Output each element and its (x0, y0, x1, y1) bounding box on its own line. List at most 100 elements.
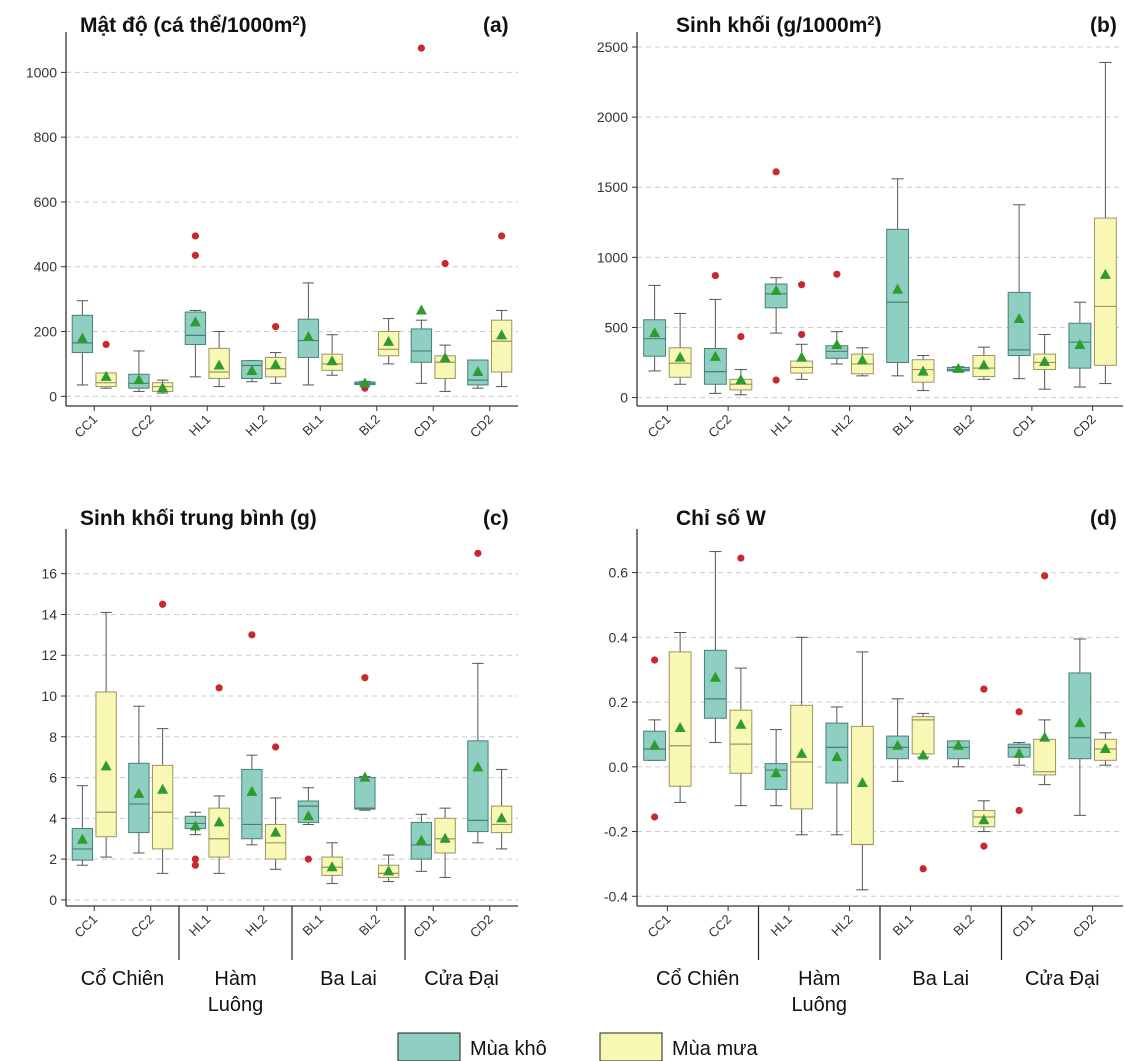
box-iqr (71, 828, 94, 861)
x-tick-label-cc2: CC2 (705, 912, 734, 941)
mean-marker (978, 359, 990, 370)
box-iqr (703, 348, 727, 385)
box-BL1-dry (297, 787, 320, 863)
box-CD2-wet (490, 232, 513, 388)
outlier-point (191, 861, 199, 869)
y-tick-label: 0 (620, 390, 628, 406)
mean-marker (796, 351, 808, 362)
mean-marker (496, 812, 508, 823)
box-CD1-dry (1007, 204, 1031, 380)
panel-title: Chỉ số W (676, 507, 766, 530)
box-HL1-wet (790, 636, 814, 836)
mean-marker (709, 350, 721, 361)
box-iqr (151, 764, 174, 850)
box-iqr (643, 319, 667, 357)
outlier-point (737, 332, 745, 341)
box-CC1-dry (71, 300, 94, 386)
x-tick-label-cd1: CD1 (410, 912, 439, 941)
mean-marker (674, 351, 686, 362)
box-iqr (668, 347, 692, 378)
outlier-point (651, 813, 659, 821)
box-CC1-wet (95, 611, 117, 858)
outlier-point (248, 631, 256, 639)
box-CD1-wet (1033, 333, 1057, 390)
mean-marker (189, 316, 201, 327)
box-CD2-dry (1068, 638, 1092, 816)
box-iqr (208, 807, 230, 858)
box-iqr (128, 762, 150, 834)
mean-marker (1039, 731, 1051, 742)
x-tick-label-bl1: BL1 (299, 412, 326, 439)
mean-marker (649, 739, 661, 750)
box-iqr (184, 311, 207, 345)
box-CC1-dry (643, 656, 667, 821)
legend-label-dry: Mùa khô (470, 1038, 547, 1060)
box-HL2-dry (825, 706, 849, 836)
panel-c: 0 2 4 6 8 10 12 14 16 CC1 CC2 HL1 HL2 BL1 BL2 CD1 CD2 Cổ … (41, 507, 518, 1016)
panel-label: (c) (483, 507, 509, 530)
mean-marker (1099, 268, 1111, 279)
box-CD2-wet (1093, 61, 1117, 385)
mean-marker (415, 834, 427, 845)
box-BL1-wet (911, 355, 935, 392)
outlier-point (772, 376, 780, 384)
x-tick-label-hl1: HL1 (186, 912, 213, 939)
outlier-point (361, 674, 369, 682)
outlier-point (159, 600, 167, 608)
box-BL2-wet (972, 346, 996, 380)
group-label: Ba Lai (320, 968, 377, 990)
box-CD1-wet (1033, 572, 1057, 786)
mean-marker (709, 671, 721, 682)
legend: Mùa khô Mùa mưa (397, 1032, 759, 1061)
mean-marker (439, 352, 451, 363)
y-tick-label: 0.4 (609, 629, 629, 645)
y-tick-label: 600 (34, 194, 58, 210)
outlier-point (1015, 806, 1023, 815)
mean-marker (270, 826, 282, 837)
box-iqr (264, 823, 287, 860)
y-tick-label: -0.4 (604, 888, 628, 904)
x-tick-label-cc2: CC2 (128, 912, 157, 941)
mean-marker (952, 362, 964, 373)
mean-marker (856, 777, 868, 787)
outlier-point (1015, 708, 1023, 716)
mean-marker (133, 374, 145, 385)
y-tick-label: 16 (41, 566, 57, 582)
box-HL2-wet (850, 347, 874, 377)
panel-label: (a) (483, 14, 509, 37)
box-BL1-wet (911, 712, 935, 873)
outlier-point (737, 554, 745, 562)
box-iqr (668, 651, 692, 787)
mean-marker (472, 365, 484, 376)
mean-marker (735, 718, 747, 729)
mean-marker (649, 327, 661, 338)
outlier-point (711, 271, 719, 280)
box-CC2-wet (729, 332, 753, 396)
mean-marker (383, 865, 395, 876)
box-iqr (729, 709, 753, 774)
box-CD1-wet (434, 259, 456, 392)
mean-marker (359, 377, 371, 388)
mean-marker (359, 771, 371, 782)
box-BL2-wet (377, 318, 400, 365)
legend-swatch-wet (599, 1032, 663, 1061)
box-CC2-dry (703, 271, 727, 394)
panel-label: (d) (1090, 507, 1117, 530)
x-tick-label-cd1: CD1 (1009, 912, 1038, 941)
mean-marker (892, 739, 904, 750)
outlier-point (215, 684, 223, 692)
x-tick-label-cd1: CD1 (1009, 412, 1038, 441)
y-tick-label: 14 (41, 606, 57, 622)
x-tick-label-cd2: CD2 (467, 412, 496, 441)
y-tick-label: 500 (605, 319, 629, 335)
mean-marker (496, 329, 508, 340)
box-BL1-dry (886, 178, 910, 377)
mean-marker (326, 355, 338, 366)
x-tick-label-hl2: HL2 (242, 912, 269, 939)
panel-label: (b) (1090, 14, 1117, 37)
y-tick-label: 1500 (597, 179, 628, 195)
mean-marker (1099, 743, 1111, 754)
box-CC2-wet (729, 554, 753, 807)
legend-label-wet: Mùa mưa (672, 1038, 759, 1060)
